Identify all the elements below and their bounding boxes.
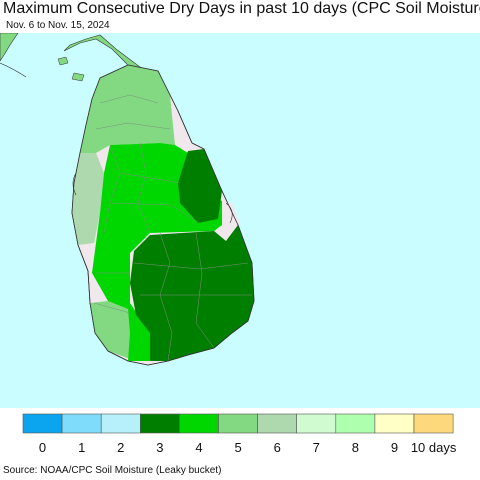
- legend-swatch: [179, 413, 219, 434]
- legend-label: 8: [352, 440, 359, 455]
- map-area: [0, 33, 480, 408]
- zone-6-west: [72, 153, 104, 245]
- source-note: Source: NOAA/CPC Soil Moisture (Leaky bu…: [3, 465, 222, 476]
- map-subtitle: Nov. 6 to Nov. 15, 2024: [6, 20, 110, 31]
- legend-label: 9: [391, 440, 398, 455]
- ocean: [0, 33, 480, 408]
- zone-5-north: [80, 65, 175, 153]
- coastal-patch-east: [222, 201, 240, 231]
- zone-5-southwest: [90, 301, 132, 359]
- coastline: [71, 64, 255, 366]
- legend-swatch: [61, 413, 102, 434]
- map-title: Maximum Consecutive Dry Days in past 10 …: [3, 0, 480, 17]
- legend-swatches: [22, 413, 454, 434]
- legend-swatch: [413, 413, 454, 434]
- legend-label: 0: [39, 440, 46, 455]
- legend-swatch: [100, 413, 141, 434]
- legend-swatch: [257, 413, 298, 434]
- island-fragments: [57, 56, 85, 82]
- legend-swatch: [374, 413, 415, 434]
- legend-swatch: [22, 413, 63, 434]
- legend-label: 10 days: [411, 440, 457, 455]
- lagoon-east: [225, 202, 233, 224]
- district-boundaries: [93, 94, 252, 362]
- legend-swatch: [218, 413, 258, 434]
- zone-3-southeast: [130, 225, 254, 361]
- legend-swatch: [296, 413, 337, 434]
- legend-swatch: [335, 413, 376, 434]
- lagoon-west: [72, 172, 77, 196]
- india-mainland: [0, 33, 19, 62]
- legend-label: 3: [156, 440, 163, 455]
- legend: 0 1 2 3 4 5 6 7 8 9 10 days: [22, 413, 457, 455]
- legend-label: 2: [117, 440, 124, 455]
- zone-3-northeast: [178, 149, 222, 223]
- legend-label: 7: [313, 440, 320, 455]
- legend-labels: 0 1 2 3 4 5 6 7 8 9 10 days: [39, 440, 457, 455]
- legend-label: 4: [195, 440, 202, 455]
- legend-label: 1: [78, 440, 85, 455]
- legend-label: 5: [234, 440, 241, 455]
- india-coast-fragment: [0, 62, 27, 78]
- coastal-patch-north: [175, 128, 192, 151]
- legend-swatch: [140, 413, 180, 434]
- legend-label: 6: [274, 440, 281, 455]
